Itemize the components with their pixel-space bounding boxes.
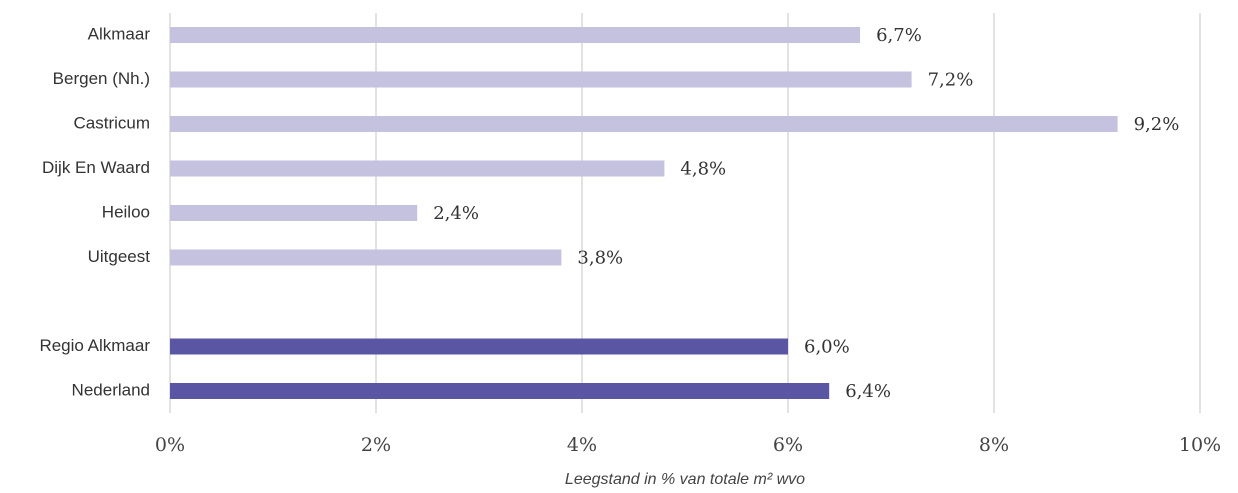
x-tick-label: 6% xyxy=(773,434,803,456)
bar xyxy=(170,205,418,221)
bar xyxy=(170,383,830,399)
value-label: 2,4% xyxy=(433,203,479,224)
x-tick-label: 4% xyxy=(567,434,597,456)
value-label: 7,2% xyxy=(928,70,974,91)
bar xyxy=(170,27,861,43)
category-label: Uitgeest xyxy=(88,247,151,266)
value-label: 6,4% xyxy=(845,381,891,402)
bar xyxy=(170,249,562,266)
category-label: Dijk En Waard xyxy=(42,158,150,177)
x-tick-label: 8% xyxy=(979,434,1009,456)
value-label: 9,2% xyxy=(1134,114,1180,135)
value-label: 3,8% xyxy=(577,248,623,269)
bar xyxy=(170,71,912,88)
category-label: Heiloo xyxy=(102,202,150,221)
value-label: 6,0% xyxy=(804,337,850,358)
category-label: Bergen (Nh.) xyxy=(53,69,150,88)
bar xyxy=(170,338,788,355)
x-tick-label: 10% xyxy=(1179,434,1221,456)
x-tick-label: 0% xyxy=(155,434,185,456)
category-label: Nederland xyxy=(72,380,150,399)
value-label: 4,8% xyxy=(680,159,726,180)
category-label: Regio Alkmaar xyxy=(39,336,150,355)
category-label: Castricum xyxy=(73,113,150,132)
x-tick-label: 2% xyxy=(361,434,391,456)
bar xyxy=(170,160,665,177)
value-label: 6,7% xyxy=(876,25,922,46)
category-label: Alkmaar xyxy=(88,24,151,43)
x-axis-title: Leegstand in % van totale m² wvo xyxy=(565,471,805,488)
bar xyxy=(170,116,1118,132)
